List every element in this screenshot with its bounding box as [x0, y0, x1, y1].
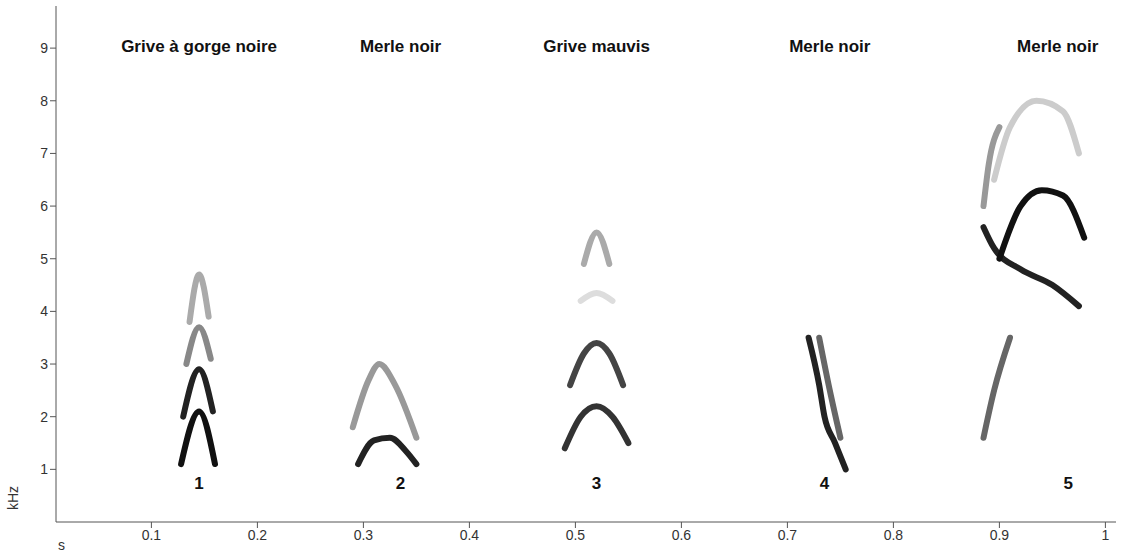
svg-text:8: 8 [40, 93, 48, 109]
svg-text:Merle noir: Merle noir [1017, 37, 1099, 56]
svg-text:0.7: 0.7 [778, 527, 798, 543]
svg-text:Merle noir: Merle noir [360, 37, 442, 56]
svg-text:6: 6 [40, 198, 48, 214]
svg-text:2: 2 [396, 474, 405, 493]
svg-text:0.3: 0.3 [354, 527, 374, 543]
svg-text:kHz: kHz [5, 486, 21, 510]
svg-text:7: 7 [40, 145, 48, 161]
svg-text:1: 1 [1102, 527, 1110, 543]
svg-text:0.5: 0.5 [566, 527, 586, 543]
svg-text:1: 1 [40, 461, 48, 477]
svg-text:2: 2 [40, 409, 48, 425]
svg-text:5: 5 [1064, 474, 1073, 493]
svg-text:0.4: 0.4 [460, 527, 480, 543]
svg-text:4: 4 [40, 303, 48, 319]
svg-text:0.1: 0.1 [142, 527, 162, 543]
svg-text:Grive mauvis: Grive mauvis [543, 37, 650, 56]
svg-text:Grive à gorge noire: Grive à gorge noire [121, 37, 277, 56]
svg-text:Merle noir: Merle noir [789, 37, 871, 56]
svg-text:s: s [58, 537, 65, 553]
svg-text:3: 3 [40, 356, 48, 372]
svg-text:4: 4 [820, 474, 830, 493]
svg-text:0.8: 0.8 [884, 527, 904, 543]
svg-text:0.9: 0.9 [990, 527, 1010, 543]
svg-text:1: 1 [194, 474, 203, 493]
svg-text:0.2: 0.2 [248, 527, 268, 543]
svg-text:3: 3 [592, 474, 601, 493]
svg-text:5: 5 [40, 251, 48, 267]
svg-text:9: 9 [40, 40, 48, 56]
svg-text:0.6: 0.6 [672, 527, 692, 543]
